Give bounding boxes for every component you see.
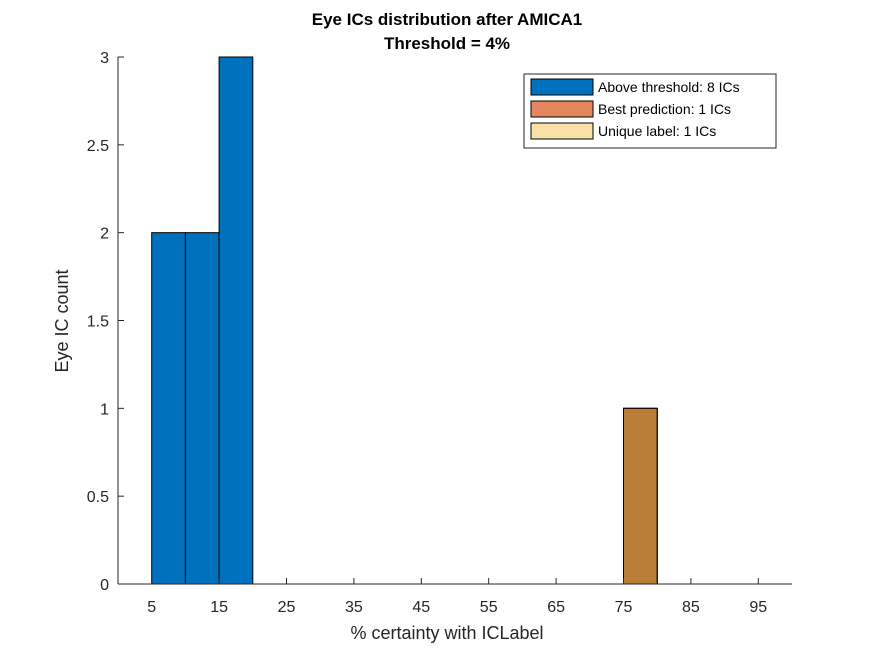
x-tick-label: 85 — [682, 599, 700, 616]
x-tick-label: 95 — [749, 599, 767, 616]
x-tick-label: 25 — [278, 599, 296, 616]
legend-swatch-2 — [530, 122, 594, 140]
bar-series2-bin14 — [623, 407, 658, 585]
y-tick-label: 2 — [100, 226, 109, 243]
legend-label-1: Best prediction: 1 ICs — [598, 101, 731, 117]
y-axis-label: Eye IC count — [52, 269, 72, 372]
bar-series0-bin0 — [151, 232, 186, 585]
x-axis-label: % certainty with ICLabel — [350, 623, 543, 643]
x-tick-label: 65 — [547, 599, 565, 616]
bars-layer — [151, 56, 792, 585]
legend-label-0: Above threshold: 8 ICs — [598, 79, 740, 95]
x-tick-label: 55 — [480, 599, 498, 616]
chart-subtitle: Threshold = 4% — [384, 34, 510, 53]
x-tick-label: 15 — [210, 599, 228, 616]
x-tick-label: 45 — [412, 599, 430, 616]
y-tick-label: 0 — [100, 577, 109, 594]
x-tick-label: 5 — [147, 599, 156, 616]
y-tick-label: 3 — [100, 50, 109, 67]
x-tick-label: 75 — [615, 599, 633, 616]
legend-swatch-1 — [530, 100, 594, 118]
legend-label-2: Unique label: 1 ICs — [598, 123, 716, 139]
chart-title: Eye ICs distribution after AMICA1 — [312, 10, 582, 29]
axes-layer: 5 15 25 35 45 55 65 75 85 95 0 0.5 1 1.5 2 2.5 3 — [87, 50, 792, 616]
x-tick-label: 35 — [345, 599, 363, 616]
bar-series0-bin1 — [184, 232, 220, 585]
y-tick-label: 0.5 — [87, 489, 109, 506]
y-tick-label: 1 — [100, 401, 109, 418]
y-tick-label: 1.5 — [87, 314, 109, 331]
legend-swatch-0 — [530, 78, 594, 96]
y-tick-label: 2.5 — [87, 138, 109, 155]
legend: Above threshold: 8 ICs Best prediction: 1… — [523, 73, 777, 149]
bar-series0-bin2 — [218, 56, 254, 585]
